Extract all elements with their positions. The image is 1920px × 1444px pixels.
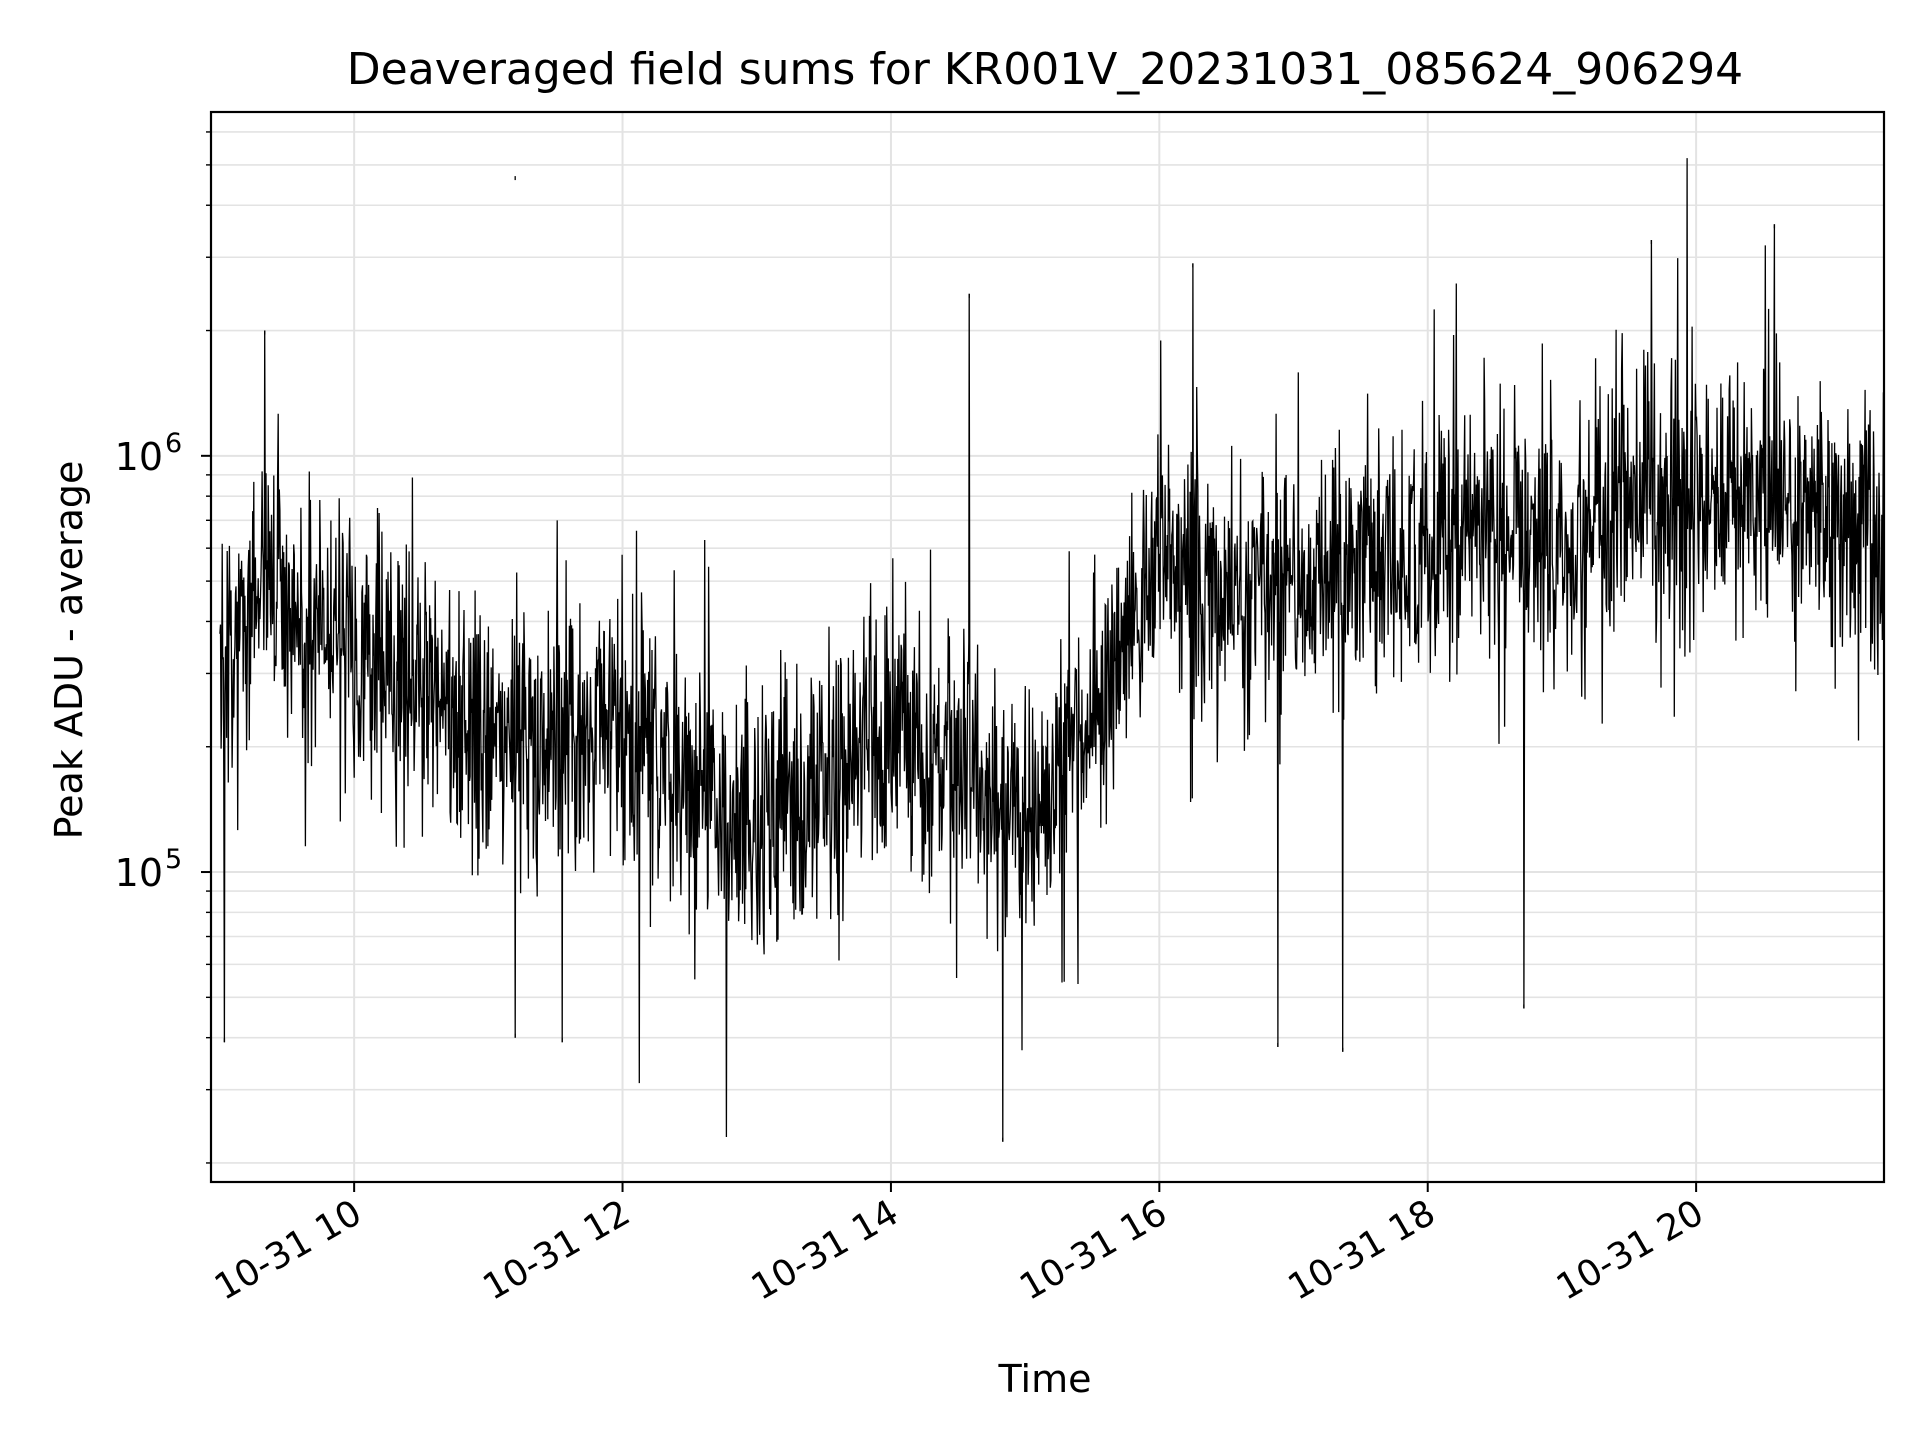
data-series — [219, 158, 1885, 1142]
plot-frame — [209, 110, 1886, 1184]
y-tick-label: 10 — [115, 435, 163, 479]
x-axis-label: Time — [998, 1357, 1092, 1401]
y-tick-label: 10 — [115, 851, 163, 895]
y-axis-label: Peak ADU - average — [47, 461, 91, 840]
series-line — [219, 158, 1885, 1142]
y-tick-label-exponent: 6 — [165, 428, 182, 459]
y-tick-label-exponent: 5 — [165, 844, 182, 875]
chart-title: Deaveraged field sums for KR001V_2023103… — [347, 44, 1743, 95]
